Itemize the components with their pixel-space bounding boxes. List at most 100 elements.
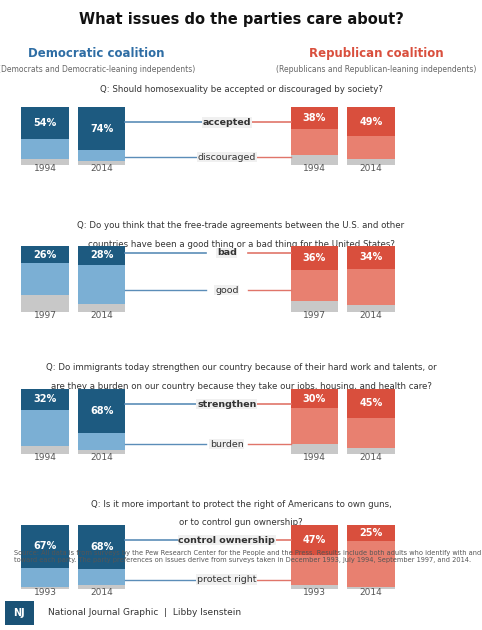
Text: 74%: 74% <box>90 124 113 134</box>
Bar <box>78 569 125 585</box>
Text: 32%: 32% <box>33 394 56 404</box>
Text: 1994: 1994 <box>34 454 56 462</box>
Text: 1997: 1997 <box>33 311 56 320</box>
Text: 1994: 1994 <box>34 164 56 173</box>
Bar <box>78 585 125 589</box>
Bar <box>21 446 68 454</box>
Text: or to control gun ownership?: or to control gun ownership? <box>179 518 303 527</box>
Bar <box>21 410 68 446</box>
Bar <box>21 295 68 312</box>
Bar <box>347 159 394 165</box>
Text: 2014: 2014 <box>90 311 113 320</box>
Bar <box>21 246 68 263</box>
Text: 1993: 1993 <box>303 588 326 597</box>
Bar <box>347 246 394 268</box>
Text: good: good <box>215 286 239 295</box>
Bar <box>347 541 394 587</box>
Text: 1994: 1994 <box>303 454 326 462</box>
Bar <box>21 139 68 159</box>
Text: 2014: 2014 <box>360 311 382 320</box>
Text: 67%: 67% <box>33 541 56 551</box>
Text: are they a burden on our country because they take our jobs, housing, and health: are they a burden on our country because… <box>51 382 431 391</box>
Bar <box>347 449 394 454</box>
Text: bad: bad <box>217 248 237 257</box>
Text: 34%: 34% <box>359 253 383 263</box>
Bar <box>21 389 68 410</box>
Bar <box>78 108 125 150</box>
Text: National Journal Graphic  |  Libby Isenstein: National Journal Graphic | Libby Isenste… <box>48 608 241 617</box>
Bar <box>291 246 338 270</box>
Bar <box>78 433 125 450</box>
Text: 68%: 68% <box>90 542 113 552</box>
Bar <box>78 246 125 265</box>
Text: NJ: NJ <box>13 608 25 617</box>
Text: protect right: protect right <box>197 575 256 584</box>
Bar <box>291 555 338 585</box>
Bar <box>291 408 338 445</box>
Bar <box>78 150 125 161</box>
Bar <box>291 525 338 555</box>
Text: 38%: 38% <box>303 113 326 123</box>
Text: Q: Do you think that the free-trade agreements between the U.S. and other: Q: Do you think that the free-trade agre… <box>78 220 404 230</box>
Text: 25%: 25% <box>359 528 383 538</box>
Text: 1994: 1994 <box>303 164 326 173</box>
Bar <box>347 525 394 541</box>
Bar <box>291 108 338 129</box>
Bar <box>347 305 394 312</box>
Text: 2014: 2014 <box>90 588 113 597</box>
Text: Source: All data is from surveys by the Pew Research Center for the People and t: Source: All data is from surveys by the … <box>14 551 482 563</box>
Bar <box>21 568 68 587</box>
Text: (Republicans and Republican-leaning independents): (Republicans and Republican-leaning inde… <box>276 65 476 74</box>
Bar <box>347 389 394 418</box>
Bar <box>291 156 338 165</box>
Text: Q: Should homosexuality be accepted or discouraged by society?: Q: Should homosexuality be accepted or d… <box>100 85 382 94</box>
Text: 47%: 47% <box>303 535 326 545</box>
Text: strengthen: strengthen <box>197 400 256 409</box>
Bar <box>347 587 394 589</box>
Text: 36%: 36% <box>303 253 326 263</box>
Bar <box>291 585 338 589</box>
Text: countries have been a good thing or a bad thing for the United States?: countries have been a good thing or a ba… <box>88 240 394 249</box>
Text: 2014: 2014 <box>90 164 113 173</box>
Text: 2014: 2014 <box>360 588 382 597</box>
Bar <box>291 389 338 408</box>
Text: 2014: 2014 <box>360 164 382 173</box>
Bar <box>347 108 394 136</box>
Bar <box>78 525 125 569</box>
Text: 68%: 68% <box>90 406 113 416</box>
Text: 2014: 2014 <box>360 454 382 462</box>
Text: 45%: 45% <box>359 398 383 408</box>
Bar <box>78 304 125 312</box>
Text: 1997: 1997 <box>303 311 326 320</box>
Text: 49%: 49% <box>359 117 383 127</box>
Bar <box>78 450 125 454</box>
Bar <box>78 161 125 165</box>
Bar <box>21 587 68 589</box>
Bar <box>347 418 394 449</box>
Text: 1993: 1993 <box>33 588 56 597</box>
Text: burden: burden <box>210 440 244 449</box>
Text: 30%: 30% <box>303 394 326 404</box>
Bar <box>347 268 394 305</box>
Bar <box>347 136 394 159</box>
Bar <box>291 445 338 454</box>
Bar <box>291 302 338 312</box>
Text: 2014: 2014 <box>90 454 113 462</box>
Bar <box>21 159 68 165</box>
Bar <box>291 129 338 156</box>
Text: 54%: 54% <box>33 118 56 128</box>
Bar <box>78 389 125 433</box>
Bar <box>291 270 338 302</box>
Bar <box>78 265 125 304</box>
Text: control ownership: control ownership <box>178 536 275 544</box>
Text: What issues do the parties care about?: What issues do the parties care about? <box>79 12 403 27</box>
Text: Q: Do immigrants today strengthen our country because of their hard work and tal: Q: Do immigrants today strengthen our co… <box>46 363 436 372</box>
Text: Republican coalition: Republican coalition <box>308 47 443 60</box>
Text: 26%: 26% <box>33 250 56 260</box>
FancyBboxPatch shape <box>5 600 34 625</box>
Text: Democratic coalition: Democratic coalition <box>28 47 165 60</box>
Text: discouraged: discouraged <box>198 152 256 161</box>
Text: 28%: 28% <box>90 251 113 260</box>
Bar <box>21 108 68 139</box>
Text: Q: Is it more important to protect the right of Americans to own guns,: Q: Is it more important to protect the r… <box>91 500 391 509</box>
